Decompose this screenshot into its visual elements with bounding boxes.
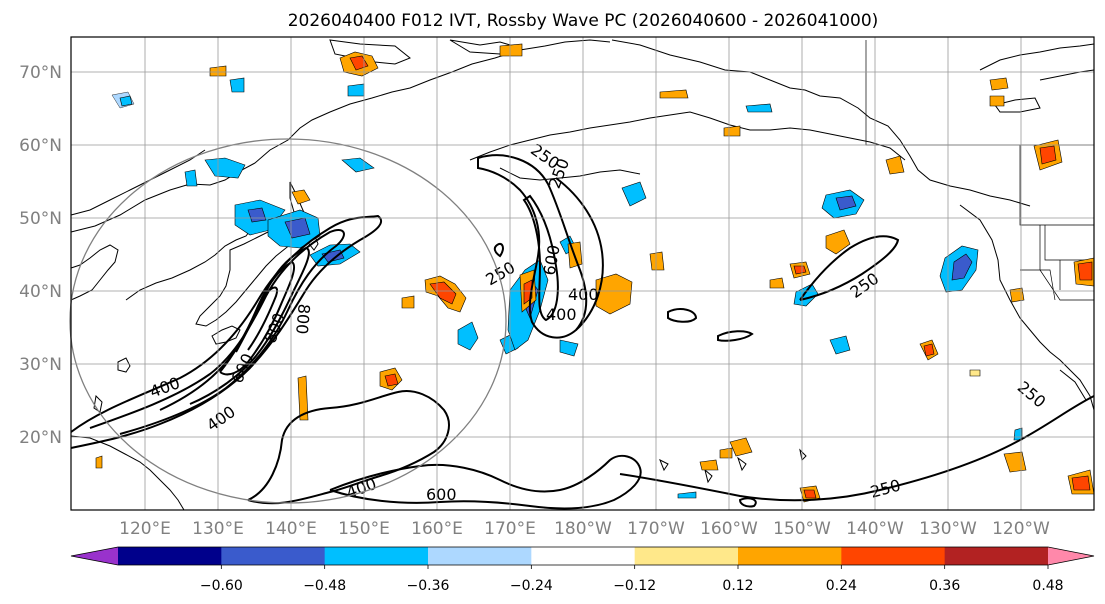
colorbar-segment: [324, 547, 429, 565]
lat-label: 60°N: [19, 136, 62, 156]
contour-label: 600: [426, 485, 457, 504]
lon-label: 140°W: [846, 519, 904, 539]
lon-label: 130°E: [192, 519, 244, 539]
map-panel: 250 250 400 600 800 600 400 400 400 600 …: [69, 36, 1095, 511]
map-frame: [70, 36, 1095, 511]
lon-label: 140°E: [265, 519, 317, 539]
lat-label: 50°N: [19, 209, 62, 229]
colorbar-extend-max: [1048, 547, 1094, 565]
colorbar-tick-label: −0.12: [613, 578, 656, 594]
latitude-labels: 70°N 60°N 50°N 40°N 30°N 20°N: [19, 63, 62, 448]
gridlines: [71, 37, 1094, 510]
lon-label: 170°W: [627, 519, 685, 539]
lon-label: 170°E: [484, 519, 536, 539]
lon-label: 160°E: [411, 519, 463, 539]
lon-label: 160°W: [700, 519, 758, 539]
colorbar-segment: [634, 547, 739, 565]
lat-label: 30°N: [19, 355, 62, 375]
lat-label: 70°N: [19, 63, 62, 83]
colorbar-tick-label: 0.12: [722, 578, 753, 594]
colorbar-segment: [738, 547, 842, 565]
colorbar-segment: [118, 547, 222, 565]
lat-label: 40°N: [19, 282, 62, 302]
colorbar-tick-label: 0.24: [826, 578, 857, 594]
lon-label: 120°W: [992, 519, 1050, 539]
lat-label: 20°N: [19, 428, 62, 448]
lon-label: 130°W: [919, 519, 977, 539]
colorbar: −0.60 −0.48 −0.36 −0.24 −0.12 0.12 0.24 0.36 0.4…: [70, 546, 1095, 594]
colorbar-tick-label: 0.36: [929, 578, 960, 594]
colorbar-tick-label: −0.36: [407, 578, 450, 594]
colorbar-segments: [118, 547, 1049, 565]
colorbar-segment: [944, 547, 1049, 565]
colorbar-tick-label: 0.48: [1032, 578, 1063, 594]
contour-label: 400: [546, 305, 577, 324]
colorbar-ticks: −0.60 −0.48 −0.36 −0.24 −0.12 0.12 0.24 0.36 0.4…: [200, 565, 1064, 594]
lon-label: 180°W: [554, 519, 612, 539]
colorbar-segment: [841, 547, 946, 565]
contour-label: 800: [292, 303, 314, 335]
colorbar-segment: [221, 547, 326, 565]
colorbar-tick-label: −0.48: [303, 578, 346, 594]
colorbar-extend-min: [71, 547, 118, 565]
lon-label: 150°E: [338, 519, 390, 539]
colorbar-outline: [70, 546, 1095, 566]
chart-title: 2026040400 F012 IVT, Rossby Wave PC (202…: [288, 11, 879, 31]
ivt-contours: [70, 154, 1095, 510]
ivt-contour-labels: 250 250 400 600 800 600 400 400 400 600 …: [147, 140, 1049, 504]
longitude-labels: 120°E 130°E 140°E 150°E 160°E 170°E 180°…: [119, 519, 1050, 539]
colorbar-segment: [531, 547, 636, 565]
colorbar-tick-label: −0.24: [510, 578, 553, 594]
region-circle: [69, 138, 507, 504]
map-background: [71, 37, 1094, 510]
colorbar-tick-label: −0.60: [200, 578, 243, 594]
colorbar-segment: [428, 547, 532, 565]
lon-label: 120°E: [119, 519, 171, 539]
lon-label: 150°W: [773, 519, 831, 539]
